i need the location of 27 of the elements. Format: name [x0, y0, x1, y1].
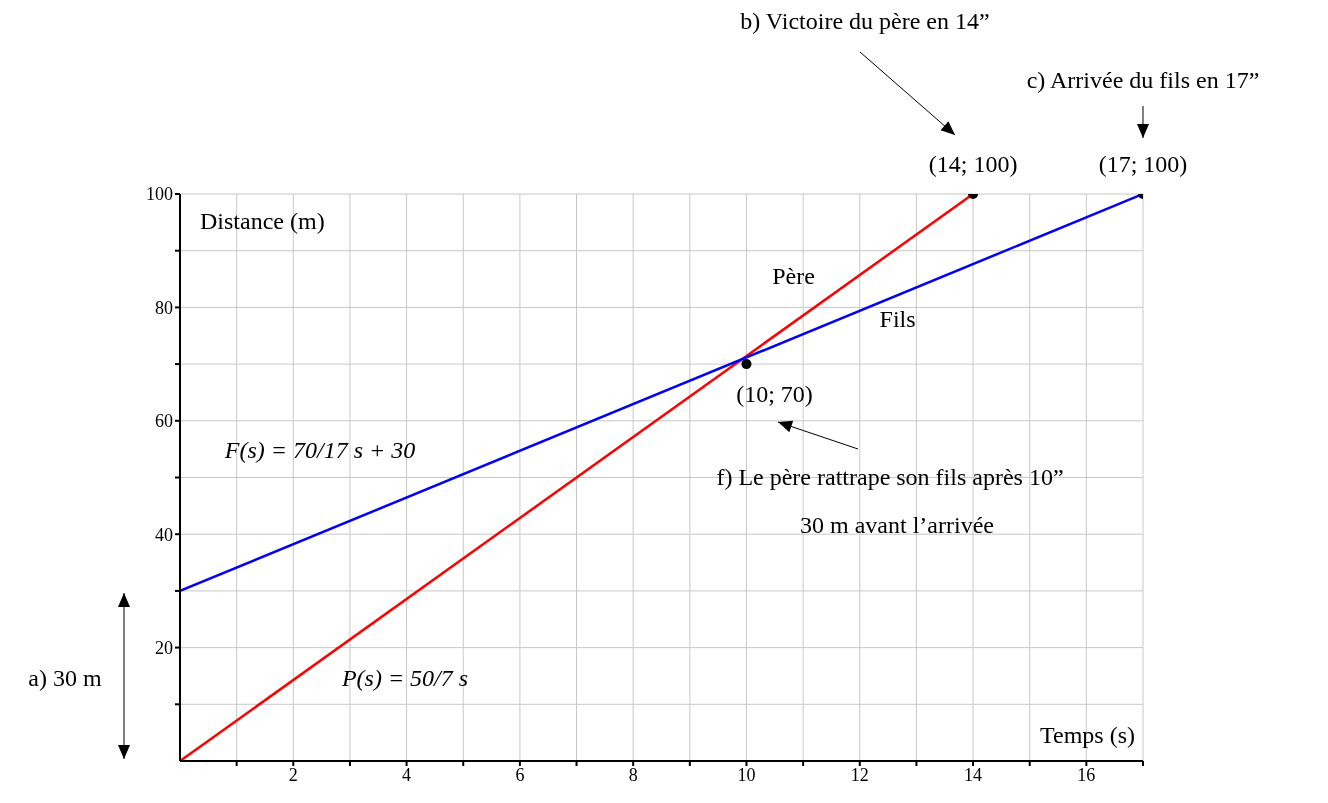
- text: b) Victoire du père en 14”: [740, 8, 990, 34]
- x-tick-label: 2: [288, 764, 298, 785]
- series-label: Fils: [879, 306, 916, 333]
- x-tick-label: 14: [964, 764, 983, 785]
- annotation: f) Le père rattrape son fils après 10”: [716, 464, 1064, 490]
- annotation: (17; 100): [1098, 151, 1188, 177]
- y-tick-label: 80: [155, 297, 173, 318]
- text: a) 30 m: [28, 665, 102, 691]
- x-tick-label: 12: [850, 764, 869, 785]
- annotation: (14; 100): [928, 151, 1018, 177]
- annotation: (10; 70): [736, 381, 813, 408]
- series-label: Père: [772, 262, 815, 289]
- annotation: 30 m avant l’arrivée: [800, 512, 994, 538]
- y-tick-label: 60: [155, 411, 173, 432]
- annotation: P(s) = 50/7 s: [340, 665, 469, 691]
- y-tick-label: 40: [155, 524, 173, 545]
- x-tick-label: 16: [1077, 764, 1096, 785]
- x-axis-title: Temps (s): [1040, 722, 1135, 748]
- x-tick-label: 4: [402, 764, 412, 785]
- y-tick-label: 20: [155, 637, 173, 658]
- x-tick-label: 6: [515, 764, 525, 785]
- y-axis-title: Distance (m): [200, 208, 325, 234]
- text: c) Arrivée du fils en 17”: [1026, 67, 1260, 93]
- x-tick-label: 10: [737, 764, 756, 785]
- x-tick-label: 8: [628, 764, 638, 785]
- y-tick-label: 100: [146, 184, 173, 205]
- annotation: F(s) = 70/17 s + 30: [223, 437, 416, 463]
